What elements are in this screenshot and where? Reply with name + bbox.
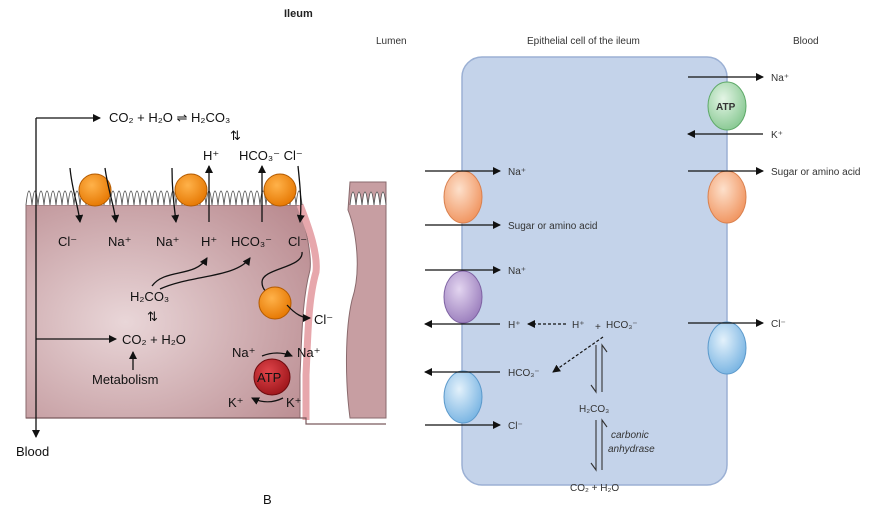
blood-header: Blood [793,36,819,47]
na-label-2: Na⁺ [156,234,179,249]
na-out-label: Na⁺ [297,345,320,360]
cl-out-arrow [286,304,311,322]
h-top-label: H⁺ [203,148,219,163]
h-label-2: H⁺ [201,234,217,249]
k-out-label: K⁺ [286,395,302,410]
cl-label-1: Cl⁻ [58,234,77,249]
hco3-cl-top-label: HCO₃⁻ Cl⁻ [239,148,303,163]
h2co3-label: H₂CO₃ [130,289,169,304]
h2co3-to-hco3-arrow [159,257,251,290]
baso-na-label: Na⁺ [771,73,789,84]
k-in-label: K⁺ [228,395,244,410]
baso-sugar-label: Sugar or amino acid [771,167,861,178]
cl-hco3-exchanger-apical [443,370,483,424]
na-pump-arrow [261,349,293,358]
cell-h-label: H⁺ [572,320,585,331]
apical-na-label-1: Na⁺ [508,167,526,178]
baso-cl-label: Cl⁻ [771,319,786,330]
cl-out-label: Cl⁻ [314,312,333,327]
microvilli-brush-border [25,190,303,206]
epithelial-cell [461,56,728,486]
h2co3-to-h-arrow [151,257,208,287]
pink-cell-border [296,203,320,420]
lumen-header: Lumen [376,36,407,47]
h2co3-cell-label: H₂CO₃ [579,404,609,415]
baso-k-label: K⁺ [771,130,783,141]
right-panel: Lumen Epithelial cell of the ileum Blood… [376,36,861,494]
lateral-intercellular-space [328,179,345,419]
na-sugar-symporter [443,170,483,224]
apical-h-label: H⁺ [508,320,521,331]
left-panel: Ileum Blood CO₂ + H₂O ⇌ H₂CO₃ ⇅ H⁺ HCO₃⁻… [16,8,387,507]
na-in-arrow-1 [104,167,120,223]
cl-hco3-exchanger [263,173,297,207]
atp-left-label: ATP [257,370,281,385]
cell-plus: + [595,322,601,333]
na-in-label: Na⁺ [232,345,255,360]
na-h-exchanger [443,270,483,324]
na-k-atpase [253,358,291,396]
cell-equilibrium: ⇅ [147,309,158,324]
lumen-co2-equation: CO₂ + H₂O ⇌ H₂CO₃ [109,110,230,125]
cl-in-arrow-1 [69,167,84,223]
cl-in-arrow-2 [296,165,305,223]
neighbour-microvilli [349,191,387,206]
apical-cl-label: Cl⁻ [508,421,523,432]
enzyme-label-2: anhydrase [608,444,655,455]
na-in-arrow-2 [171,167,180,223]
na-k-atpase-right [707,81,747,131]
basolateral-cl-channel [258,286,292,320]
figure-title: Ileum [284,8,313,20]
figure-letter: B [263,492,272,507]
cell-co2-h2o-right: CO₂ + H₂O [570,483,619,494]
apical-sugar-label: Sugar or amino acid [508,221,598,232]
hco3-h2co3-equilibrium [590,343,608,394]
cl-label-2: Cl⁻ [288,234,307,249]
baso-sugar-transporter [707,170,747,224]
cell-co2-h2o-label: CO₂ + H₂O [122,332,186,347]
cell-header: Epithelial cell of the ileum [527,36,640,47]
hco3-label-2: HCO₃⁻ [231,234,272,249]
basement-membrane [26,417,386,425]
nacl-cotransporter-1 [78,173,112,207]
hco3-dashed-arrow [552,336,604,373]
blood-label: Blood [16,444,49,459]
neighbouring-cell [345,181,387,419]
enzyme-label-1: carbonic [611,430,649,441]
metabolism-label: Metabolism [92,372,158,387]
baso-cl-channel [707,321,747,375]
apical-hco3-label: HCO₃⁻ [508,368,540,379]
atp-right-label: ATP [716,102,736,113]
apical-na-label-2: Na⁺ [508,266,526,277]
na-label-1: Na⁺ [108,234,131,249]
nah-exchanger [174,173,208,207]
h2co3-co2-equilibrium [590,418,608,472]
k-pump-arrow [251,397,284,405]
lumen-equilibrium: ⇅ [230,128,241,143]
cell-hco3-label: HCO₃⁻ [606,320,638,331]
